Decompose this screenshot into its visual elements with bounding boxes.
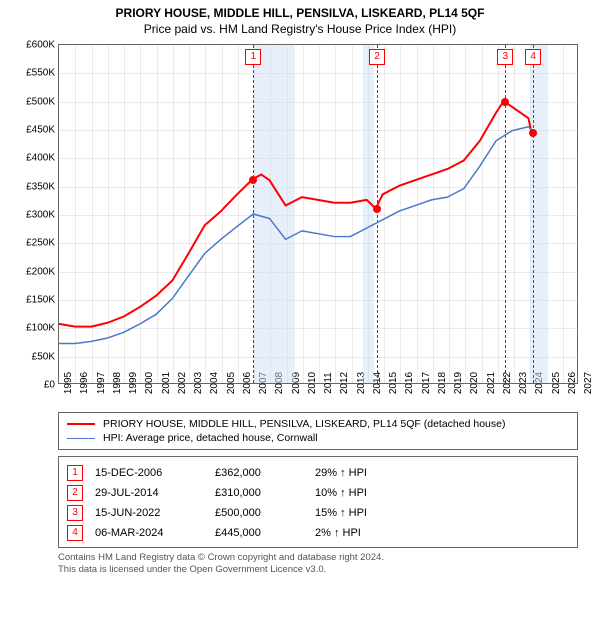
- y-axis-label: £100K: [26, 323, 59, 334]
- footer-line-1: Contains HM Land Registry data © Crown c…: [58, 552, 578, 564]
- event-price: £445,000: [215, 527, 315, 539]
- legend-item: HPI: Average price, detached house, Corn…: [67, 431, 569, 445]
- event-row: 3 15-JUN-2022£500,00015% ↑ HPI: [67, 503, 569, 523]
- y-axis-label: £350K: [26, 181, 59, 192]
- y-axis-label: £550K: [26, 68, 59, 79]
- event-number: 4: [67, 525, 83, 541]
- footer-line-2: This data is licensed under the Open Gov…: [58, 564, 578, 576]
- y-axis-label: £250K: [26, 238, 59, 249]
- event-date: 06-MAR-2024: [95, 527, 215, 539]
- y-axis-label: £50K: [32, 351, 59, 362]
- legend-label: HPI: Average price, detached house, Corn…: [103, 432, 318, 444]
- event-price: £500,000: [215, 507, 315, 519]
- event-row: 1 15-DEC-2006£362,00029% ↑ HPI: [67, 463, 569, 483]
- footer-attribution: Contains HM Land Registry data © Crown c…: [58, 552, 578, 576]
- event-delta: 10% ↑ HPI: [315, 487, 455, 499]
- legend-item: PRIORY HOUSE, MIDDLE HILL, PENSILVA, LIS…: [67, 417, 569, 431]
- event-number: 1: [67, 465, 83, 481]
- sale-point-marker: [529, 129, 537, 137]
- sale-point-marker: [501, 98, 509, 106]
- event-number: 3: [67, 505, 83, 521]
- plot-area: £0£50K£100K£150K£200K£250K£300K£350K£400…: [58, 44, 578, 384]
- event-row: 2 29-JUL-2014£310,00010% ↑ HPI: [67, 483, 569, 503]
- event-date: 15-DEC-2006: [95, 467, 215, 479]
- y-axis-label: £200K: [26, 266, 59, 277]
- chart-subtitle: Price paid vs. HM Land Registry's House …: [10, 22, 590, 36]
- y-axis-label: £500K: [26, 96, 59, 107]
- legend-swatch: [67, 438, 95, 439]
- sale-point-marker: [249, 176, 257, 184]
- event-delta: 15% ↑ HPI: [315, 507, 455, 519]
- series-line-price_paid: [59, 101, 531, 326]
- event-date: 29-JUL-2014: [95, 487, 215, 499]
- y-axis-label: £450K: [26, 125, 59, 136]
- events-table: 1 15-DEC-2006£362,00029% ↑ HPI 2 29-JUL-201…: [58, 456, 578, 548]
- y-axis-label: £0: [44, 380, 59, 391]
- event-delta: 2% ↑ HPI: [315, 527, 455, 539]
- event-number: 2: [67, 485, 83, 501]
- legend-swatch: [67, 423, 95, 425]
- y-axis-label: £400K: [26, 153, 59, 164]
- y-axis-label: £300K: [26, 210, 59, 221]
- y-axis-label: £150K: [26, 295, 59, 306]
- legend: PRIORY HOUSE, MIDDLE HILL, PENSILVA, LIS…: [58, 412, 578, 450]
- x-axis-label: 2027: [579, 372, 594, 394]
- event-price: £362,000: [215, 467, 315, 479]
- event-date: 15-JUN-2022: [95, 507, 215, 519]
- sale-point-marker: [373, 205, 381, 213]
- y-axis-label: £600K: [26, 40, 59, 51]
- event-row: 4 06-MAR-2024£445,0002% ↑ HPI: [67, 523, 569, 543]
- legend-label: PRIORY HOUSE, MIDDLE HILL, PENSILVA, LIS…: [103, 418, 505, 430]
- event-delta: 29% ↑ HPI: [315, 467, 455, 479]
- chart-container: PRIORY HOUSE, MIDDLE HILL, PENSILVA, LIS…: [0, 0, 600, 576]
- event-price: £310,000: [215, 487, 315, 499]
- series-svg: [59, 45, 577, 383]
- chart-title: PRIORY HOUSE, MIDDLE HILL, PENSILVA, LIS…: [10, 6, 590, 20]
